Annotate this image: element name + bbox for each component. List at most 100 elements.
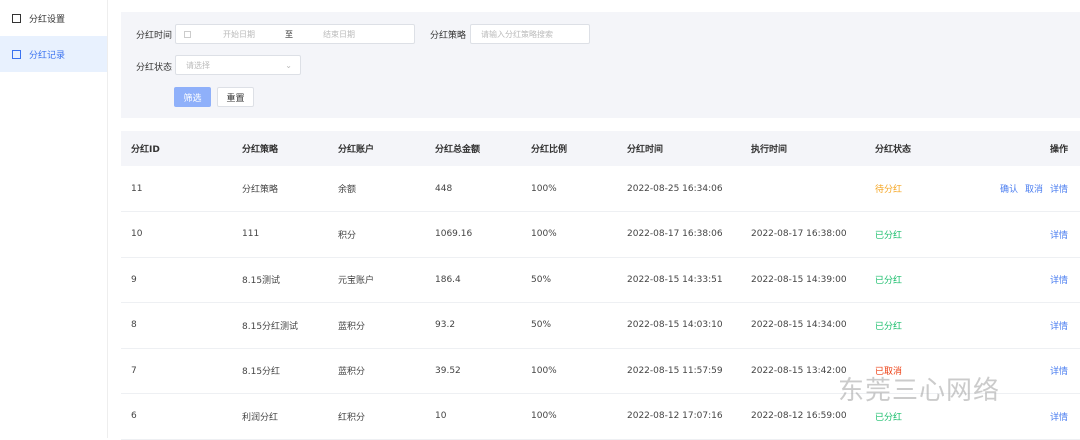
- watermark: 东莞三心网络: [838, 376, 1001, 406]
- action-link[interactable]: 详情: [1049, 185, 1068, 195]
- cell-exec: 2022-08-15 14:39:00: [751, 257, 875, 303]
- sidebar-item-label: 分红记录: [29, 50, 66, 61]
- range-separator: 至: [285, 29, 293, 39]
- cell-exec: 2022-08-15 13:42:00: [751, 348, 875, 394]
- cell-exec: 2022-08-17 16:38:00: [751, 211, 875, 258]
- cell-id: 6: [121, 393, 242, 440]
- table-row: 9 8.15测试 元宝账户 186.4 50% 2022-08-15 14:33:51 20…: [121, 257, 1080, 303]
- cell-time: 2022-08-25 16:34:06: [627, 166, 751, 212]
- cell-actions: 确认 取消 详情: [975, 166, 1080, 212]
- cell-ratio: 100%: [531, 211, 627, 258]
- time-label: 分红时间: [136, 31, 173, 41]
- table-row: 7 8.15分红 蓝积分 39.52 100% 2022-08-15 11:57:59 20…: [121, 348, 1080, 394]
- table-row: 11 分红策略 余额 448 100% 2022-08-25 16:34:06 待分红 确认取…: [121, 166, 1080, 212]
- cell-account: 蓝积分: [338, 302, 435, 349]
- cell-strategy: 8.15分红测试: [242, 302, 338, 349]
- cell-amount: 448: [435, 166, 531, 212]
- cell-time: 2022-08-12 17:07:16: [627, 393, 751, 440]
- start-date-input[interactable]: 开始日期: [223, 29, 255, 39]
- cell-amount: 1069.16: [435, 211, 531, 258]
- cell-strategy: 利润分红: [242, 393, 338, 440]
- reset-button[interactable]: 重置: [217, 87, 254, 107]
- cell-id: 8: [121, 302, 242, 349]
- column-header: 分红比例: [531, 131, 627, 166]
- column-header: 分红账户: [338, 131, 435, 166]
- cell-ratio: 50%: [531, 302, 627, 349]
- records-table: 分红ID 分红策略 分红账户 分红总金额 分红比例 分红时间 执行时间 分红状态 操作 11 分红…: [121, 131, 1080, 440]
- cell-actions: 详情: [975, 211, 1080, 258]
- action-link[interactable]: 详情: [1049, 276, 1068, 287]
- calendar-icon: [184, 30, 191, 38]
- column-header: 分红策略: [242, 131, 338, 166]
- end-date-input[interactable]: 结束日期: [323, 29, 355, 39]
- status-select[interactable]: 请选择 ⌄: [175, 55, 301, 75]
- cell-ratio: 50%: [531, 257, 627, 303]
- filter-button[interactable]: 筛选: [174, 87, 211, 107]
- cell-status: 已分红: [875, 302, 975, 349]
- cell-status: 待分红: [875, 166, 975, 212]
- cell-id: 7: [121, 348, 242, 394]
- date-range-picker[interactable]: 开始日期 至 结束日期: [175, 24, 415, 44]
- sidebar-item-label: 分红设置: [29, 14, 66, 25]
- cell-id: 9: [121, 257, 242, 303]
- sidebar: 分红设置 分红记录: [0, 0, 108, 438]
- cell-strategy: 8.15分红: [242, 348, 338, 394]
- cell-account: 蓝积分: [338, 348, 435, 394]
- cell-actions: 详情: [975, 257, 1080, 303]
- cell-status: 已分红: [875, 211, 975, 258]
- cell-status: 已取消: [875, 348, 975, 394]
- cell-id: 11: [121, 166, 242, 212]
- document-icon: [12, 13, 21, 23]
- cell-status: 已分红: [875, 257, 975, 303]
- cell-time: 2022-08-15 14:33:51: [627, 257, 751, 303]
- cell-status: 已分红: [875, 393, 975, 440]
- column-header: 操作: [975, 131, 1080, 166]
- cell-time: 2022-08-15 14:03:10: [627, 302, 751, 349]
- cell-actions: 详情: [975, 302, 1080, 349]
- cell-amount: 186.4: [435, 257, 531, 303]
- cell-amount: 93.2: [435, 302, 531, 349]
- cell-time: 2022-08-15 11:57:59: [627, 348, 751, 394]
- table-row: 6 利润分红 红积分 10 100% 2022-08-12 17:07:16 2022-08…: [121, 393, 1080, 440]
- action-link[interactable]: 详情: [1049, 230, 1068, 241]
- action-link[interactable]: 取消: [1024, 185, 1043, 195]
- action-link[interactable]: 详情: [1049, 367, 1068, 378]
- cell-strategy: 8.15测试: [242, 257, 338, 303]
- cell-exec: [751, 166, 875, 212]
- cell-account: 元宝账户: [338, 257, 435, 303]
- status-label: 分红状态: [136, 63, 173, 73]
- cell-exec: 2022-08-15 14:34:00: [751, 302, 875, 349]
- column-header: 执行时间: [751, 131, 875, 166]
- column-header: 分红总金额: [435, 131, 531, 166]
- cell-ratio: 100%: [531, 166, 627, 212]
- cell-strategy: 111: [242, 211, 338, 258]
- column-header: 分红时间: [627, 131, 751, 166]
- cell-actions: 详情: [975, 393, 1080, 440]
- table-row: 8 8.15分红测试 蓝积分 93.2 50% 2022-08-15 14:03:10 20…: [121, 302, 1080, 349]
- cell-amount: 10: [435, 393, 531, 440]
- cell-ratio: 100%: [531, 348, 627, 394]
- sidebar-item-dividend-records[interactable]: 分红记录: [0, 36, 107, 72]
- strategy-search-input[interactable]: 请输入分红策略搜索: [470, 24, 590, 44]
- cell-account: 积分: [338, 211, 435, 258]
- cell-account: 红积分: [338, 393, 435, 440]
- chevron-down-icon: ⌄: [285, 60, 292, 70]
- status-placeholder: 请选择: [186, 60, 210, 70]
- cell-account: 余额: [338, 166, 435, 212]
- strategy-label: 分红策略: [430, 31, 467, 41]
- cell-time: 2022-08-17 16:38:06: [627, 211, 751, 258]
- table-row: 10 111 积分 1069.16 100% 2022-08-17 16:38:06 202…: [121, 211, 1080, 258]
- filter-panel: 分红时间 开始日期 至 结束日期 分红策略 请输入分红策略搜索 分红状态 请选择…: [121, 12, 1080, 118]
- cell-strategy: 分红策略: [242, 166, 338, 212]
- action-link[interactable]: 确认: [999, 185, 1018, 195]
- column-header: 分红ID: [121, 131, 242, 166]
- cell-exec: 2022-08-12 16:59:00: [751, 393, 875, 440]
- sidebar-item-dividend-settings[interactable]: 分红设置: [0, 0, 107, 36]
- cell-ratio: 100%: [531, 393, 627, 440]
- cell-amount: 39.52: [435, 348, 531, 394]
- cell-id: 10: [121, 211, 242, 258]
- clipboard-icon: [12, 49, 21, 59]
- action-link[interactable]: 详情: [1049, 412, 1068, 423]
- cell-actions: 详情: [975, 348, 1080, 394]
- action-link[interactable]: 详情: [1049, 321, 1068, 332]
